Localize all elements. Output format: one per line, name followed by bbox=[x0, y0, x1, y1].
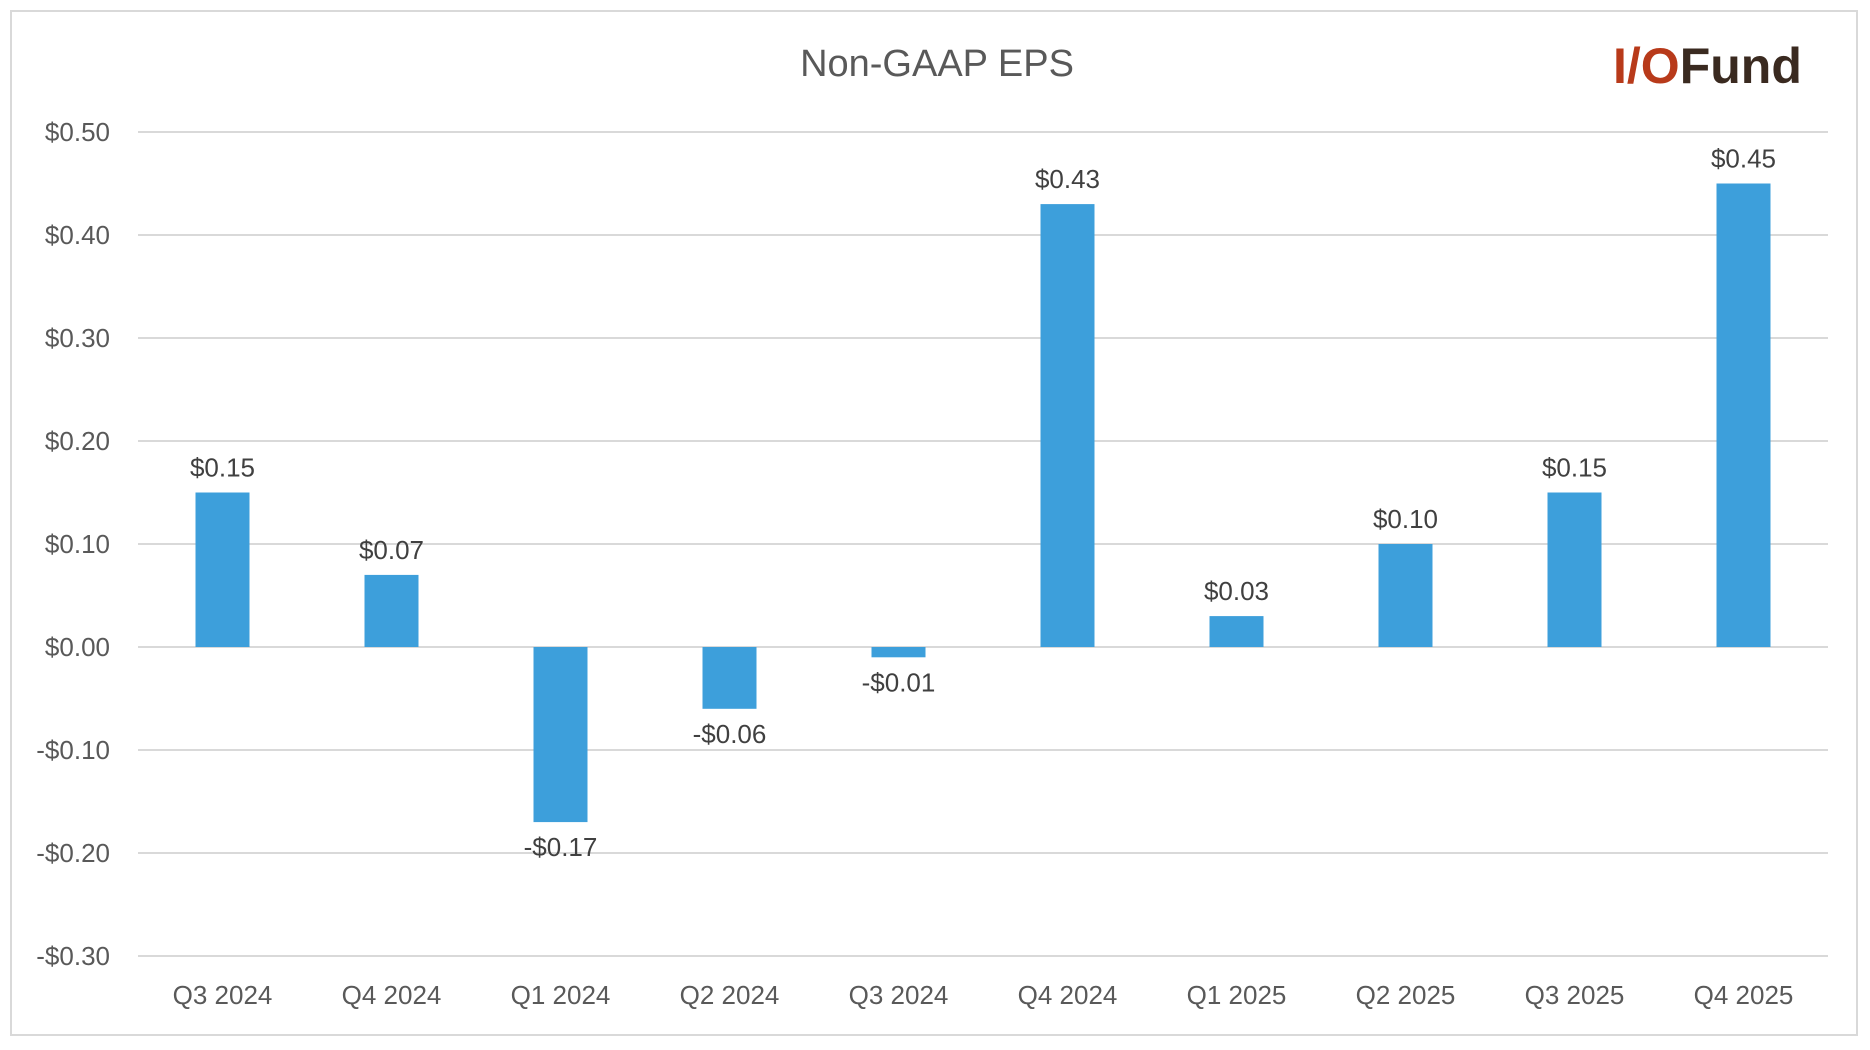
bar bbox=[1547, 492, 1602, 647]
bar bbox=[1209, 616, 1264, 647]
data-label: $0.43 bbox=[1035, 164, 1100, 194]
data-label: $0.15 bbox=[1542, 453, 1607, 483]
x-tick-label: Q1 2025 bbox=[1187, 980, 1287, 1010]
bar bbox=[702, 647, 757, 709]
data-label: $0.10 bbox=[1373, 504, 1438, 534]
x-tick-label: Q4 2024 bbox=[342, 980, 442, 1010]
y-tick-label: $0.40 bbox=[45, 220, 110, 250]
data-label: -$0.06 bbox=[693, 719, 767, 749]
logo-io: I/O bbox=[1613, 38, 1680, 94]
bar bbox=[871, 647, 926, 658]
y-tick-label: $0.10 bbox=[45, 529, 110, 559]
data-labels: $0.15 $0.07 -$0.17 -$0.06 -$0.01 $0.43 $0.03 $0… bbox=[190, 144, 1776, 863]
y-tick-label: $0.00 bbox=[45, 632, 110, 662]
x-tick-label: Q3 2024 bbox=[173, 980, 273, 1010]
y-tick-label: $0.30 bbox=[45, 323, 110, 353]
chart-title: Non-GAAP EPS bbox=[800, 43, 1074, 85]
x-axis-ticks: Q3 2024 Q4 2024 Q1 2024 Q2 2024 Q3 2024 Q4 20… bbox=[173, 980, 1794, 1010]
y-tick-label: -$0.30 bbox=[36, 941, 110, 971]
bar bbox=[1378, 544, 1433, 647]
y-tick-label: $0.20 bbox=[45, 426, 110, 456]
bar bbox=[364, 574, 419, 647]
data-label: -$0.17 bbox=[524, 832, 598, 862]
y-tick-label: -$0.10 bbox=[36, 735, 110, 765]
bar bbox=[1716, 183, 1771, 647]
x-tick-label: Q2 2025 bbox=[1356, 980, 1456, 1010]
x-tick-label: Q1 2024 bbox=[511, 980, 611, 1010]
gridlines bbox=[138, 131, 1828, 957]
x-tick-label: Q3 2024 bbox=[849, 980, 949, 1010]
data-label: $0.45 bbox=[1711, 144, 1776, 174]
bar bbox=[1040, 204, 1095, 647]
x-tick-label: Q4 2024 bbox=[1018, 980, 1118, 1010]
x-tick-label: Q4 2025 bbox=[1694, 980, 1794, 1010]
bars bbox=[195, 183, 1771, 823]
x-tick-label: Q3 2025 bbox=[1525, 980, 1625, 1010]
y-tick-label: -$0.20 bbox=[36, 838, 110, 868]
data-label: $0.03 bbox=[1204, 576, 1269, 606]
bar bbox=[533, 647, 588, 823]
bar bbox=[195, 492, 250, 647]
io-fund-logo: I/OFund bbox=[1613, 38, 1802, 94]
y-axis-ticks: $0.50 $0.40 $0.30 $0.20 $0.10 $0.00 -$0.10 -$0.… bbox=[36, 117, 110, 971]
logo-fund: Fund bbox=[1680, 38, 1802, 94]
data-label: $0.15 bbox=[190, 453, 255, 483]
data-label: $0.07 bbox=[359, 535, 424, 565]
data-label: -$0.01 bbox=[862, 667, 936, 697]
x-tick-label: Q2 2024 bbox=[680, 980, 780, 1010]
y-tick-label: $0.50 bbox=[45, 117, 110, 147]
